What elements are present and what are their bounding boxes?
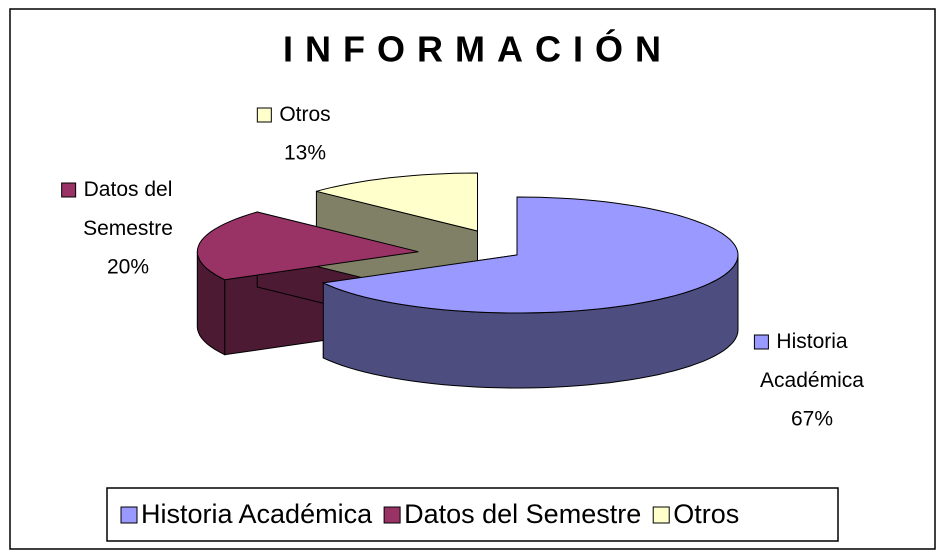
slice [321, 196, 739, 314]
data-label-name: Otros [279, 103, 330, 126]
legend-label: Historia Académica [141, 499, 373, 529]
slice [316, 172, 478, 232]
data-label-value: 13% [284, 142, 326, 165]
data-label-name: Historia Académica [760, 330, 864, 392]
data-label-value: 20% [107, 256, 149, 279]
data-label-swatch [61, 182, 77, 198]
data-label-swatch [256, 107, 272, 123]
data-label-name: Datos del Semestre [83, 178, 173, 240]
pie-tops [196, 172, 739, 314]
legend: Historia Académica Datos del Semestre Otro… [120, 499, 739, 529]
data-label-swatch [753, 334, 769, 350]
legend-swatch [383, 506, 401, 524]
legend-swatch [652, 506, 670, 524]
data-label-value: 67% [791, 408, 833, 431]
legend-label: Datos del Semestre [404, 499, 641, 529]
data-labels: Historia Académica 67% Datos del Semestre 20%… [61, 103, 864, 431]
chart-title: INFORMACIÓN [283, 28, 673, 70]
legend-box [106, 487, 839, 542]
legend-swatch [120, 506, 138, 524]
legend-label: Otros [673, 499, 739, 529]
slice [196, 211, 419, 281]
